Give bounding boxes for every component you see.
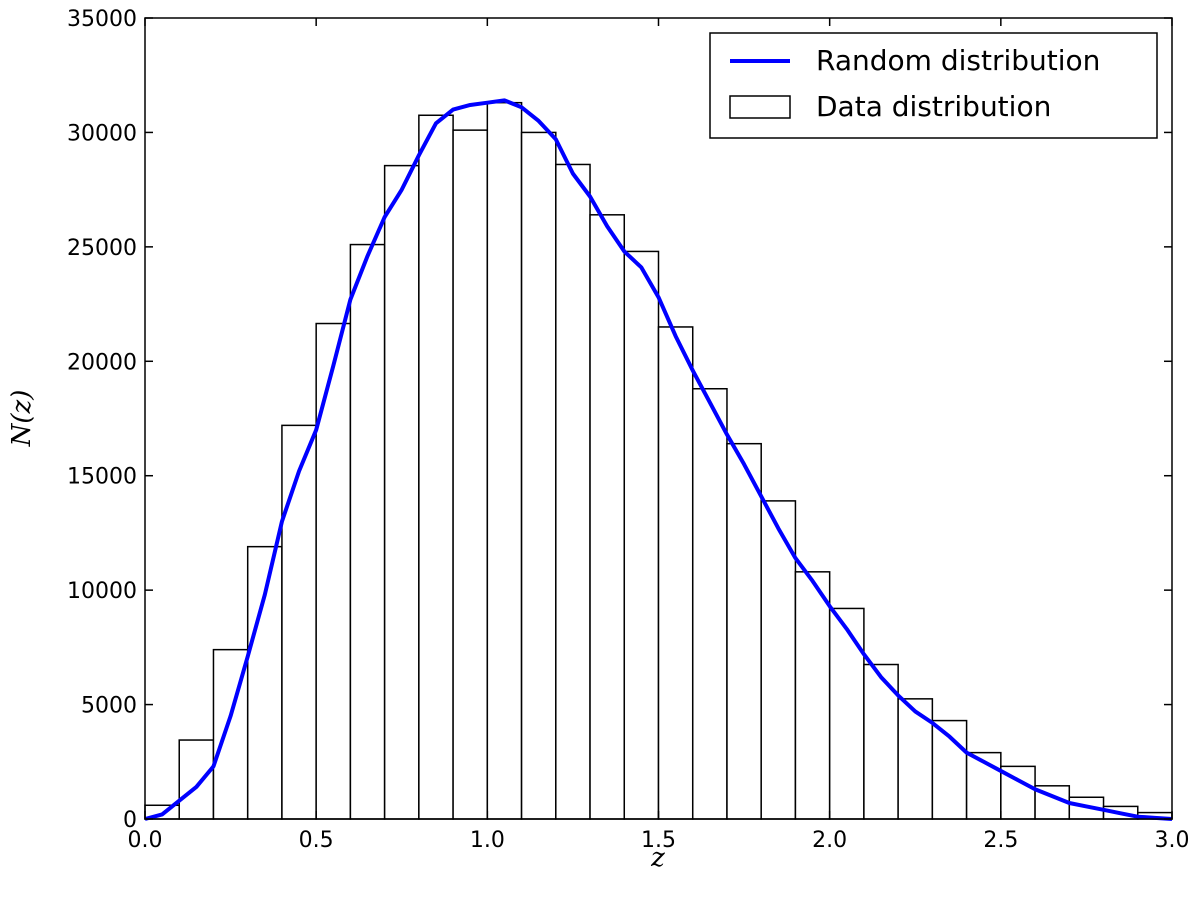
legend-label: Random distribution (816, 44, 1100, 77)
bar (486, 101, 523, 820)
y-tick-label: 5000 (81, 694, 137, 719)
x-tick-label: 2.0 (812, 828, 847, 853)
bar (657, 326, 694, 820)
y-tick-label: 20000 (67, 350, 137, 375)
bar (315, 322, 352, 820)
legend-swatch (729, 95, 791, 119)
y-tick-label: 10000 (67, 579, 137, 604)
y-tick-label: 15000 (67, 465, 137, 490)
x-axis-label: z (650, 843, 665, 873)
bar (691, 387, 728, 820)
bar (623, 250, 660, 820)
bar (589, 214, 626, 820)
bar (555, 163, 591, 820)
legend: Random distribution Data distribution (709, 32, 1158, 139)
y-tick-label: 0 (123, 808, 137, 833)
line (144, 98, 1173, 821)
bar (418, 114, 454, 820)
x-tick-label: 3.0 (1155, 828, 1190, 853)
bar (520, 131, 557, 820)
x-tick-label: 0.0 (128, 828, 163, 853)
x-tick-label: 2.5 (983, 828, 1018, 853)
bar (897, 698, 934, 820)
y-tick-label: 25000 (67, 236, 137, 261)
bar (281, 424, 317, 820)
bar (383, 164, 420, 820)
bar (828, 607, 865, 820)
x-tick-label: 0.5 (299, 828, 334, 853)
legend-box (709, 32, 1158, 139)
y-axis-label: N(z) (7, 390, 37, 448)
y-tick-label: 35000 (67, 7, 137, 32)
bar (794, 571, 831, 820)
bar (452, 129, 489, 820)
x-tick-label: 1.5 (641, 828, 676, 853)
x-tick-label: 1.0 (470, 828, 505, 853)
plot-area (144, 98, 1173, 821)
bar (178, 739, 215, 820)
bar (726, 442, 762, 820)
bar (760, 500, 797, 820)
legend-label: Data distribution (816, 90, 1051, 123)
bar (349, 243, 386, 820)
y-tick-label: 30000 (67, 121, 137, 146)
